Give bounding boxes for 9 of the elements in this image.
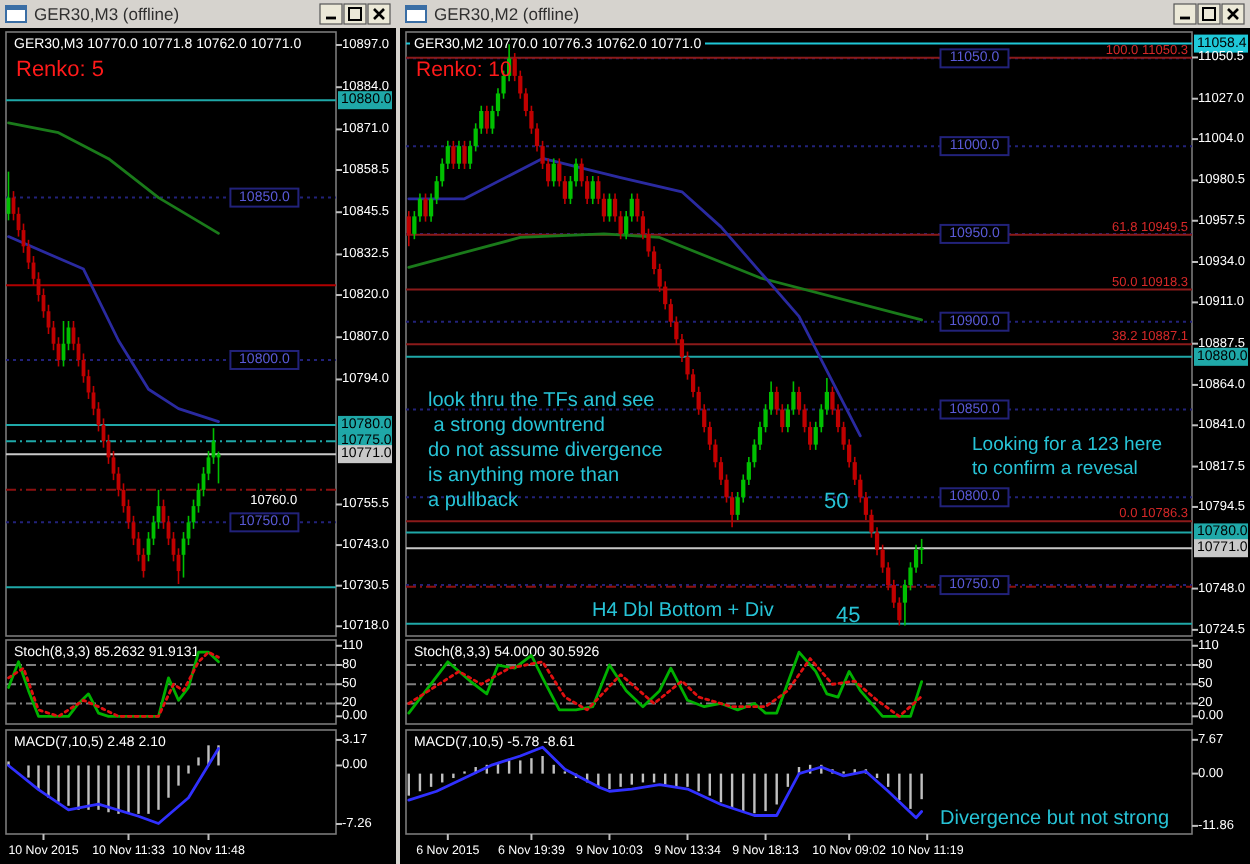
annotation: H4 Dbl Bottom + Div [592, 600, 774, 622]
chart-title: GER30,M3 (offline) [34, 4, 180, 24]
chart-title: GER30,M2 (offline) [434, 4, 580, 24]
annotation: Renko: 5 [16, 58, 105, 82]
annotation: Looking for a 123 here to confirm a revesal [972, 434, 1163, 480]
annotation: 50 [824, 490, 849, 514]
annotation: Divergence but not strong [940, 808, 1170, 830]
annotation: look thru the TFs and see a strong downtrend do not assume divergence is anything more than a pullback [428, 390, 664, 512]
annotation: 45 [836, 604, 861, 628]
